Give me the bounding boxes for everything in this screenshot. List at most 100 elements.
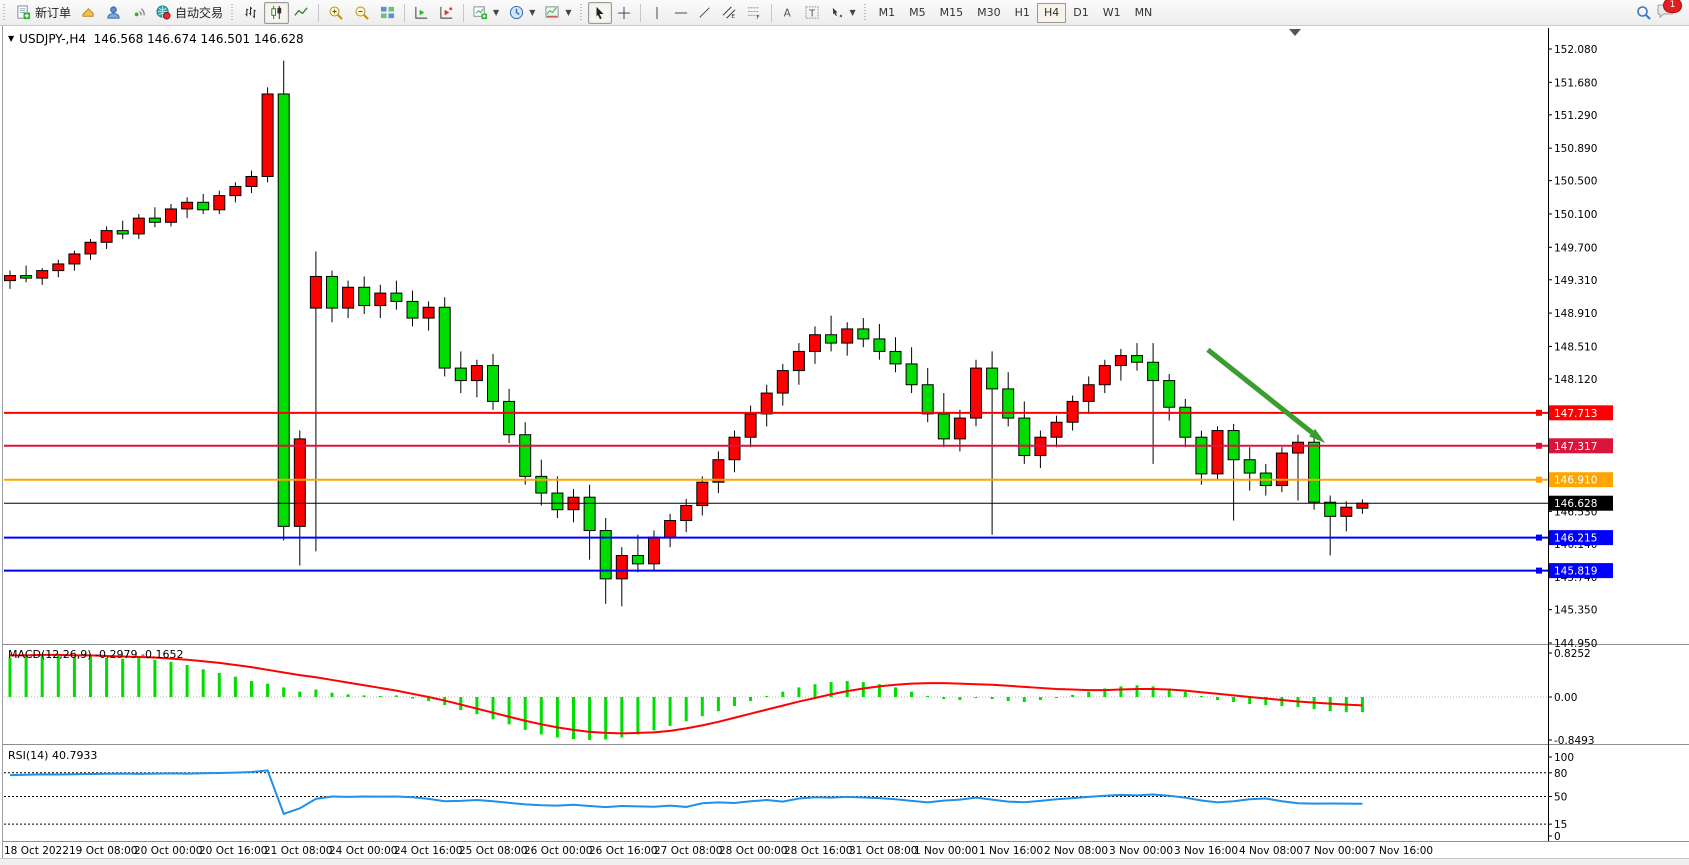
candle-bullish [309,275,322,309]
crosshair-tool-button[interactable] [612,2,636,24]
chart-canvas[interactable]: 152.080 151.680 151.290 150.890 150.500 150.1… [0,26,1689,865]
price-tag [1549,472,1613,488]
hline-objects [4,409,1548,574]
vertical-line-tool-button[interactable] [645,2,669,24]
timeframe-h4[interactable]: H4 [1036,2,1067,23]
candle-bearish [1018,417,1031,457]
crosshair-icon [617,6,630,19]
auto-scroll-button[interactable] [434,2,459,24]
text-label-tool-button[interactable]: T [800,2,825,24]
price-tag-label: 147.713 [1554,408,1597,420]
chat-button[interactable]: 1 [1657,0,1682,22]
bar-chart-mode-button[interactable] [239,2,264,24]
equidistant-channel-icon: E [722,6,735,20]
rsi-indicator-label: RSI(14) 40.7933 [8,749,98,762]
timeframe-m15[interactable]: M15 [933,3,971,23]
search-button[interactable] [1631,2,1657,24]
line-chart-mode-button[interactable] [289,2,314,24]
candlestick-mode-button[interactable] [264,1,290,24]
period-clock-button[interactable]: ▼ [504,2,540,24]
arrows-tool-button[interactable]: ▼ [825,2,861,24]
candle-bullish [1098,365,1111,386]
chart-shift-icon [415,6,428,19]
toolbar-grip[interactable] [863,3,869,22]
signal-button[interactable] [126,2,151,24]
rsi-tick-label: 100 [1554,752,1574,764]
candle-bullish [1114,355,1127,367]
dropdown-arrow-icon: ▼ [849,8,856,17]
time-tick-label: 18 Oct 2022 [4,845,69,857]
new-chart-button[interactable]: ▼ [468,2,504,24]
svg-text:A: A [783,7,791,19]
chart-window: 152.080 151.680 151.290 150.890 150.500 150.1… [0,26,1689,865]
bar-chart-icon [245,6,256,19]
chart-shift-button[interactable] [409,2,434,24]
price-tick-label: 146.530 [1554,506,1597,518]
candle-bullish [261,93,274,177]
timeframe-m5[interactable]: M5 [902,3,933,23]
trendline-tool-button[interactable] [693,2,717,24]
cursor-tool-button[interactable] [587,1,612,24]
tile-windows-button[interactable] [375,2,400,24]
price-tag [1549,405,1613,421]
time-tick-label: 1 Nov 00:00 [914,845,978,857]
new-order-button[interactable]: 新订单 [11,2,76,24]
market-watch-icon [82,8,94,17]
candle-bearish [583,496,596,532]
zoom-in-icon [329,6,343,20]
candle-bullish [760,392,773,415]
candle-bullish [841,328,854,344]
candle-bearish [454,367,467,382]
candle-bullish [970,367,982,419]
price-tick-label: 148.910 [1554,308,1597,320]
timeframe-h1[interactable]: H1 [1008,3,1037,23]
autotrading-button[interactable]: 自动交易 [151,2,228,24]
autotrading-label: 自动交易 [175,6,224,20]
candle-bearish [1147,361,1160,382]
toolbar-grip[interactable] [231,3,237,22]
toolbar-grip[interactable] [3,3,8,22]
timeframe-d1[interactable]: D1 [1066,3,1095,23]
timeframe-w1[interactable]: W1 [1096,3,1128,23]
time-tick-label: 24 Oct 00:00 [329,845,397,857]
price-tag-label: 147.317 [1554,441,1597,453]
zoom-in-button[interactable] [323,2,349,24]
candle-bullish [728,436,741,461]
channel-tool-button[interactable]: E [717,2,742,24]
rsi-axis: 100 80 50 150 [1548,752,1574,843]
rsi-tick-label: 50 [1554,792,1567,804]
horizontal-line-tool-button[interactable] [669,2,693,24]
price-tag [1549,438,1613,454]
candle-bearish [551,492,564,511]
new-chart-icon [473,6,488,20]
toolbar-grip[interactable] [579,3,585,22]
zoom-out-button[interactable] [349,2,375,24]
candle-bullish [165,208,177,223]
profile-button[interactable] [101,2,126,24]
fibonacci-tool-button[interactable]: F [742,2,767,24]
candle-bullish [374,292,387,307]
candle-bearish [825,334,838,344]
time-tick-label: 24 Oct 16:00 [394,845,462,857]
price-tick-label: 150.890 [1554,143,1597,155]
candle-bullish [1211,430,1224,475]
svg-text:F: F [756,15,759,20]
candle-bearish [1179,406,1192,438]
svg-text:E: E [731,14,735,20]
macd-layer [8,653,1364,741]
price-tick-label: 150.100 [1554,209,1597,221]
timeframe-m1[interactable]: M1 [872,3,903,23]
symbol-dropdown-icon[interactable]: ▼ [8,34,15,43]
text-tool-button[interactable]: A [776,2,800,24]
candle-bullish [181,201,194,210]
market-watch-button[interactable] [76,2,101,24]
price-tick-label: 150.500 [1554,176,1597,188]
templates-icon [545,6,559,18]
time-tick-label: 28 Oct 00:00 [719,845,787,857]
timeframe-mn[interactable]: MN [1128,3,1160,23]
hline-handle [1536,476,1542,483]
timeframe-m30[interactable]: M30 [970,3,1008,23]
templates-button[interactable]: ▼ [540,2,576,24]
candle-bearish [905,363,918,386]
candle-bearish [937,413,950,440]
